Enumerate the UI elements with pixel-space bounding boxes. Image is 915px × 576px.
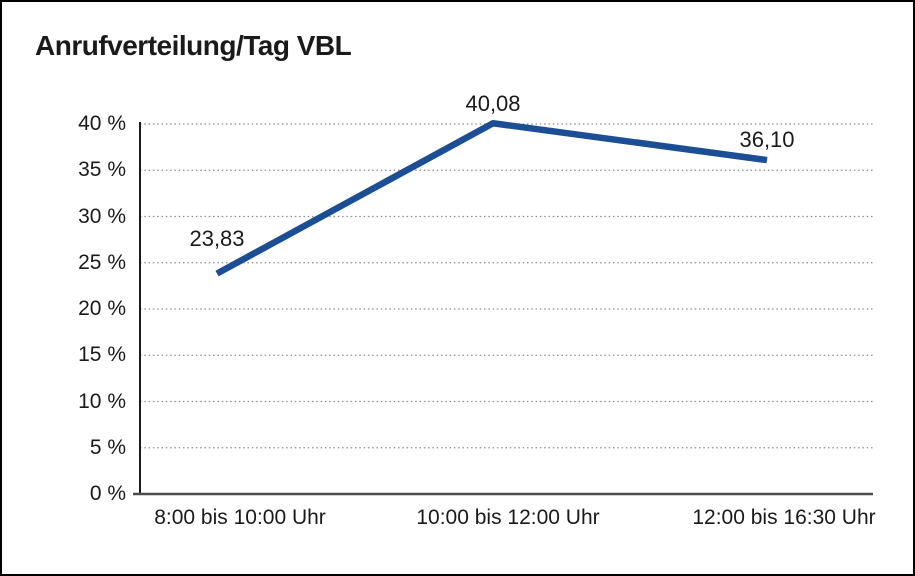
y-tick-label-5: 5 % (89, 435, 126, 459)
y-tick-label-30: 30 % (78, 204, 126, 228)
x-category-label-1: 8:00 bis 10:00 Uhr (154, 506, 326, 529)
y-tick-label-15: 15 % (78, 343, 126, 367)
y-tick-label-25: 25 % (78, 250, 126, 274)
y-tick-label-10: 10 % (78, 389, 126, 413)
x-category-label-2: 10:00 bis 12:00 Uhr (416, 506, 600, 529)
chart-title: Anrufverteilung/Tag VBL (35, 30, 352, 61)
point-value-label-3: 36,10 (739, 127, 795, 153)
data-series-line (215, 120, 768, 277)
y-tick-label-20: 20 % (78, 297, 126, 320)
y-tick-label-40: 40 % (78, 112, 126, 135)
y-tick-label-0: 0 % (89, 482, 126, 505)
point-value-label-2: 40,08 (465, 91, 521, 117)
x-category-label-3: 12:00 bis 16:30 Uhr (692, 506, 876, 529)
point-value-label-1: 23,83 (189, 225, 245, 251)
y-tick-label-35: 35 % (78, 158, 126, 182)
